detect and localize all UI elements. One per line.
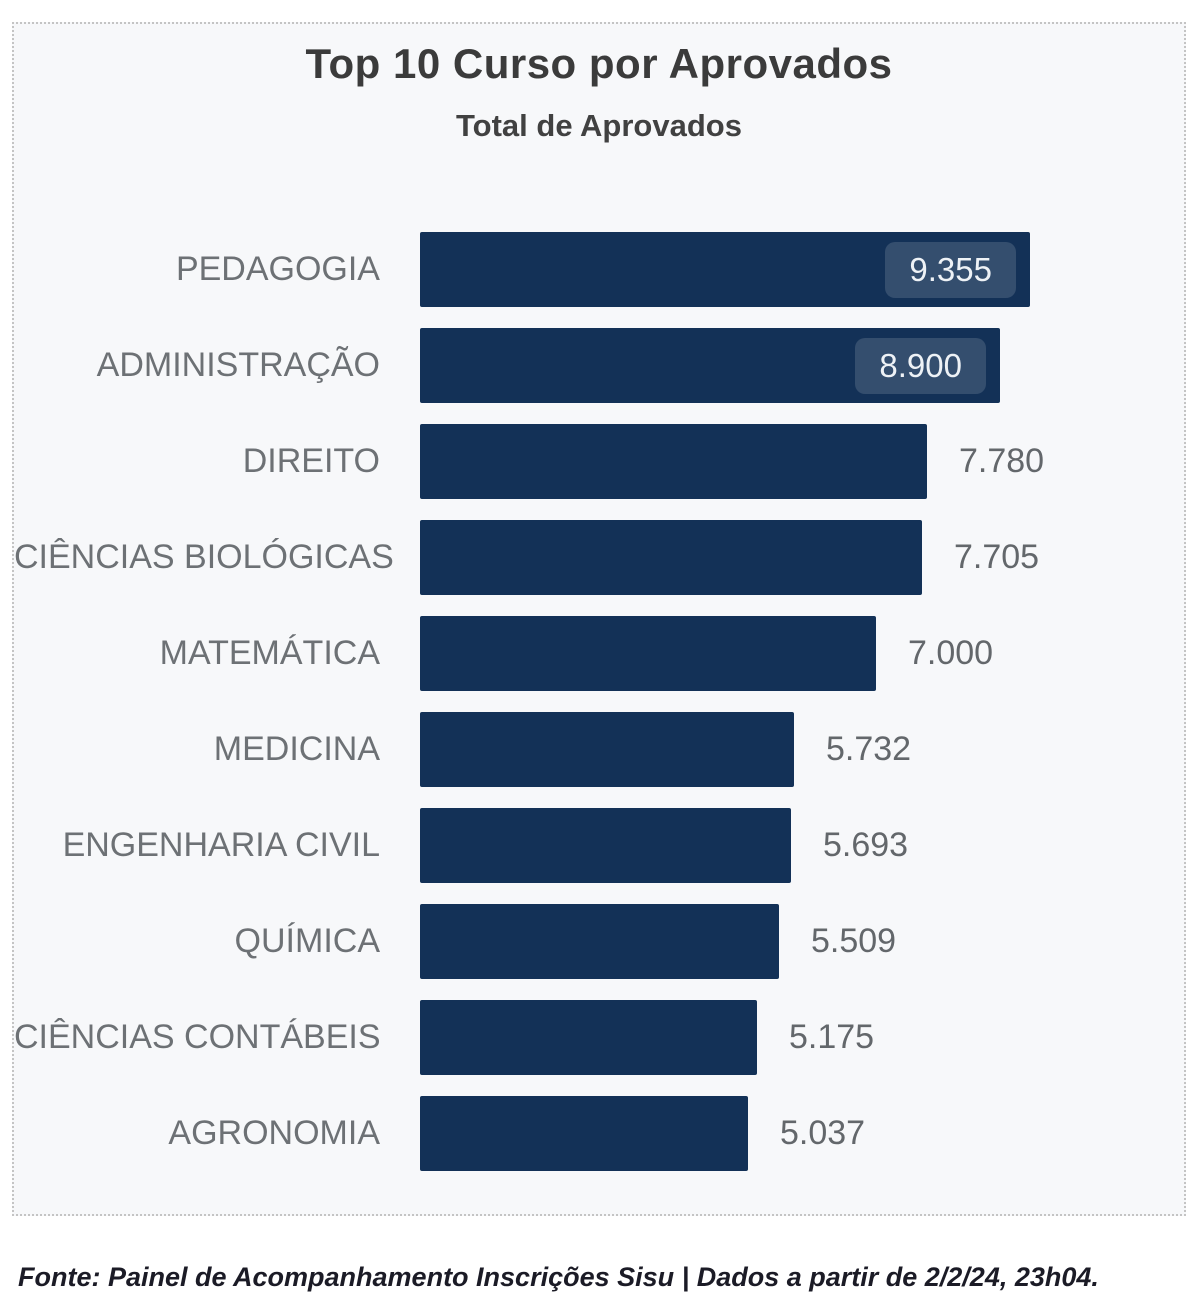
bar-row: CIÊNCIAS BIOLÓGICAS 7.705 bbox=[14, 520, 1184, 595]
chart-card: Top 10 Curso por Aprovados Total de Apro… bbox=[12, 22, 1186, 1216]
source-footer: Fonte: Painel de Acompanhamento Inscriçõ… bbox=[18, 1262, 1099, 1292]
value-label-outside: 7.000 bbox=[908, 634, 994, 672]
chart-subtitle: Total de Aprovados bbox=[456, 108, 742, 143]
bar[interactable] bbox=[420, 520, 922, 595]
category-label: DIREITO bbox=[242, 442, 380, 480]
bar-track: 5.037 bbox=[420, 1096, 1184, 1171]
bar-track: 5.509 bbox=[420, 904, 1184, 979]
bar-track: 9.355 bbox=[420, 232, 1184, 307]
bar-row: QUÍMICA 5.509 bbox=[14, 904, 1184, 979]
value-label-outside: 5.037 bbox=[780, 1114, 866, 1152]
category-label: ENGENHARIA CIVIL bbox=[62, 826, 380, 864]
bar[interactable]: 8.900 bbox=[420, 328, 1000, 403]
category-label: CIÊNCIAS CONTÁBEIS bbox=[14, 1018, 381, 1056]
bar[interactable] bbox=[420, 712, 794, 787]
bar-track: 7.705 bbox=[420, 520, 1184, 595]
bar-row: ENGENHARIA CIVIL 5.693 bbox=[14, 808, 1184, 883]
bar-row: CIÊNCIAS CONTÁBEIS 5.175 bbox=[14, 1000, 1184, 1075]
bar[interactable] bbox=[420, 808, 791, 883]
value-label-outside: 7.705 bbox=[954, 538, 1040, 576]
category-label: CIÊNCIAS BIOLÓGICAS bbox=[14, 538, 394, 576]
bar[interactable] bbox=[420, 616, 876, 691]
value-label-outside: 5.693 bbox=[823, 826, 909, 864]
category-label: AGRONOMIA bbox=[168, 1114, 380, 1152]
value-label-inside: 8.900 bbox=[855, 337, 986, 394]
bar[interactable]: 9.355 bbox=[420, 232, 1030, 307]
value-label-outside: 5.509 bbox=[811, 922, 897, 960]
bar-row: ADMINISTRAÇÃO 8.900 bbox=[14, 328, 1184, 403]
bar-track: 8.900 bbox=[420, 328, 1184, 403]
category-label: MATEMÁTICA bbox=[159, 634, 380, 672]
category-label: MEDICINA bbox=[213, 730, 380, 768]
category-label: ADMINISTRAÇÃO bbox=[96, 346, 380, 384]
bar-track: 7.000 bbox=[420, 616, 1184, 691]
bar-chart-plot-area: PEDAGOGIA 9.355 ADMINISTRAÇÃO 8.900 DIRE… bbox=[14, 232, 1184, 1192]
value-label-inside: 9.355 bbox=[885, 241, 1016, 298]
bar-row: MEDICINA 5.732 bbox=[14, 712, 1184, 787]
bar-track: 5.732 bbox=[420, 712, 1184, 787]
bar[interactable] bbox=[420, 424, 927, 499]
category-label: PEDAGOGIA bbox=[175, 250, 380, 288]
value-label-outside: 7.780 bbox=[959, 442, 1045, 480]
bar-row: AGRONOMIA 5.037 bbox=[14, 1096, 1184, 1171]
chart-title: Top 10 Curso por Aprovados bbox=[305, 40, 893, 87]
bar[interactable] bbox=[420, 1096, 748, 1171]
bar-track: 5.693 bbox=[420, 808, 1184, 883]
value-label-outside: 5.175 bbox=[789, 1018, 875, 1056]
bar[interactable] bbox=[420, 1000, 757, 1075]
bar-row: DIREITO 7.780 bbox=[14, 424, 1184, 499]
bar-row: MATEMÁTICA 7.000 bbox=[14, 616, 1184, 691]
bar-row: PEDAGOGIA 9.355 bbox=[14, 232, 1184, 307]
category-label: QUÍMICA bbox=[234, 922, 380, 960]
bar[interactable] bbox=[420, 904, 779, 979]
bar-track: 7.780 bbox=[420, 424, 1184, 499]
value-label-outside: 5.732 bbox=[826, 730, 912, 768]
bar-track: 5.175 bbox=[420, 1000, 1184, 1075]
